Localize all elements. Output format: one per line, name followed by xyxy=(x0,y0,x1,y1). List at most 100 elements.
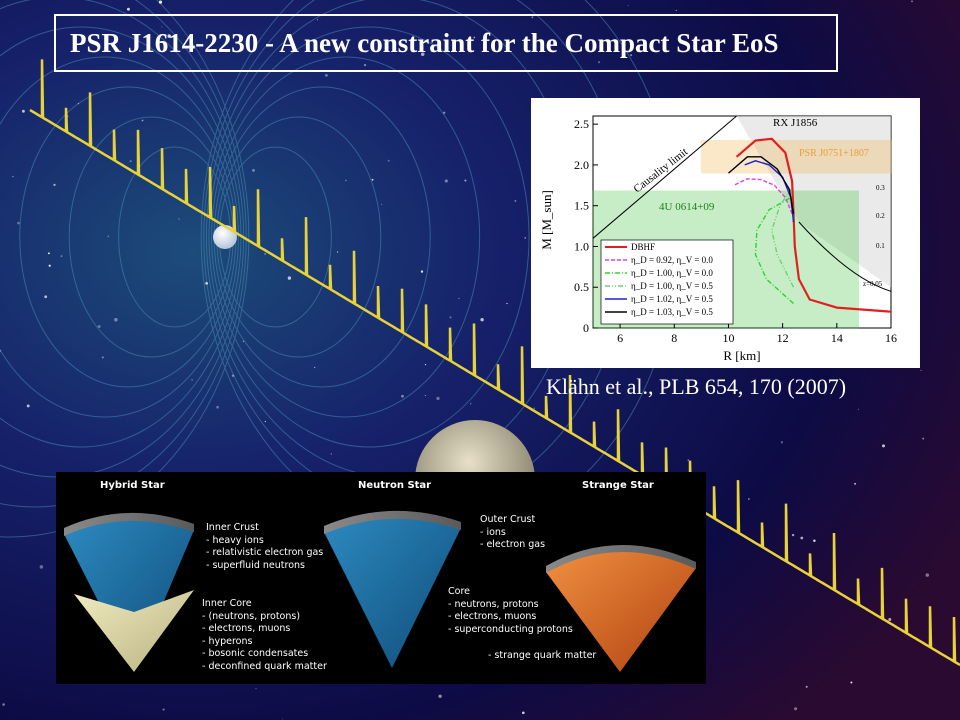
background-star xyxy=(17,221,20,225)
background-star xyxy=(345,179,347,182)
magnetic-field-line xyxy=(0,56,239,418)
annotation-z-01: 0.1 xyxy=(876,242,885,250)
legend-entry: η_D = 1.03, η_V = 0.5 xyxy=(631,307,713,317)
background-star xyxy=(12,175,14,178)
background-star xyxy=(216,405,219,409)
y-tick-label: 1.0 xyxy=(574,239,589,253)
background-star xyxy=(675,9,677,12)
background-star xyxy=(480,318,484,322)
background-star xyxy=(458,298,460,300)
background-star xyxy=(687,459,690,462)
chart-legend: DBHF η_D = 0.92, η_V = 0.0 η_D = 1.00, η_V… xyxy=(600,239,734,325)
background-star xyxy=(922,437,925,440)
background-star xyxy=(401,394,404,398)
series-line-4 xyxy=(771,189,795,288)
magnetic-field-line xyxy=(211,56,481,418)
magnetic-field-line xyxy=(208,26,530,448)
neutron-star-title: Neutron Star xyxy=(358,480,432,491)
background-star xyxy=(371,178,374,181)
y-tick-label: 0 xyxy=(583,321,589,335)
background-star xyxy=(47,252,50,255)
causality-limit-line xyxy=(592,115,737,239)
background-star xyxy=(424,364,427,366)
background-star xyxy=(161,26,163,28)
background-star xyxy=(282,718,284,720)
background-star xyxy=(813,539,816,542)
background-star xyxy=(854,482,857,485)
excluded-region xyxy=(736,116,891,288)
background-star xyxy=(794,707,798,711)
background-star xyxy=(387,159,390,162)
x-tick-label: 6 xyxy=(617,331,623,345)
background-star xyxy=(438,694,442,698)
background-star xyxy=(805,685,808,688)
neutron-star-wedge xyxy=(324,510,461,668)
background-star xyxy=(420,270,424,273)
inner-core-label: Inner Core - (neutrons, protons) - elect… xyxy=(202,598,327,672)
magnetic-field-line xyxy=(0,0,250,538)
x-tick-label: 16 xyxy=(885,331,897,345)
background-star xyxy=(436,396,440,401)
background-star xyxy=(205,282,208,285)
legend-entry: η_D = 1.02, η_V = 0.5 xyxy=(631,294,713,304)
background-star xyxy=(533,407,535,409)
y-axis-label: M [M_sun] xyxy=(539,190,554,250)
background-star xyxy=(629,53,633,57)
annotation-4u-0614: 4U 0614+09 xyxy=(659,201,715,213)
background-star xyxy=(158,0,163,4)
background-star xyxy=(925,573,930,577)
hybrid-star-wedge xyxy=(64,512,194,672)
background-star xyxy=(514,199,517,202)
annotation-z-03: 0.3 xyxy=(876,184,885,192)
title-box: PSR J1614-2230 - A new constraint for th… xyxy=(54,14,838,72)
background-star xyxy=(800,536,804,540)
background-star xyxy=(44,295,48,299)
background-star xyxy=(48,264,51,267)
background-star xyxy=(178,218,180,220)
mass-radius-chart: 6 8 10 12 14 16 0 0.5 1.0 1.5 2.0 2.5 M [M_sun] R [… xyxy=(531,98,920,368)
background-star xyxy=(791,533,795,537)
background-star xyxy=(162,708,165,711)
background-star xyxy=(21,109,25,113)
background-star xyxy=(521,711,525,715)
y-tick-label: 1.5 xyxy=(574,199,589,213)
series-line-6 xyxy=(728,156,795,214)
background-star xyxy=(191,378,194,381)
series-line-3 xyxy=(754,196,794,305)
background-star xyxy=(444,179,448,183)
background-star xyxy=(420,52,425,57)
background-star xyxy=(881,444,886,448)
annotation-rx-j1856: RX J1856 xyxy=(773,117,818,129)
background-star xyxy=(126,7,130,11)
background-star xyxy=(264,420,266,423)
background-star xyxy=(129,160,132,163)
background-star xyxy=(107,235,109,237)
background-star xyxy=(443,111,446,114)
core-label: Core - neutrons, protons - electrons, mu… xyxy=(448,586,573,635)
background-star xyxy=(242,340,245,343)
y-tick-label: 2.0 xyxy=(574,158,589,172)
background-star xyxy=(97,325,101,328)
hybrid-star-title: Hybrid Star xyxy=(100,480,165,491)
strange-quark-matter-label: - strange quark matter xyxy=(488,650,597,661)
x-tick-label: 8 xyxy=(671,331,677,345)
y-tick-label: 0.5 xyxy=(574,280,589,294)
background-star xyxy=(314,366,316,369)
annotation-z-005: z=0.05 xyxy=(863,280,883,288)
pulse-trace xyxy=(29,59,960,667)
background-star xyxy=(264,252,267,255)
background-star xyxy=(627,5,629,7)
background-star xyxy=(337,251,339,253)
y-tick-label: 2.5 xyxy=(574,117,589,131)
legend-entry: η_D = 0.92, η_V = 0.0 xyxy=(631,255,713,265)
background-star xyxy=(39,565,44,569)
x-axis-label: R [km] xyxy=(723,348,760,363)
annotation-psr-j0751: PSR J0751+1807 xyxy=(799,148,869,159)
x-tick-label: 12 xyxy=(777,331,789,345)
background-star xyxy=(531,16,534,19)
background-star xyxy=(141,119,144,122)
background-star xyxy=(77,102,80,105)
background-star xyxy=(26,404,30,408)
background-star xyxy=(464,179,467,182)
background-star xyxy=(101,356,104,359)
